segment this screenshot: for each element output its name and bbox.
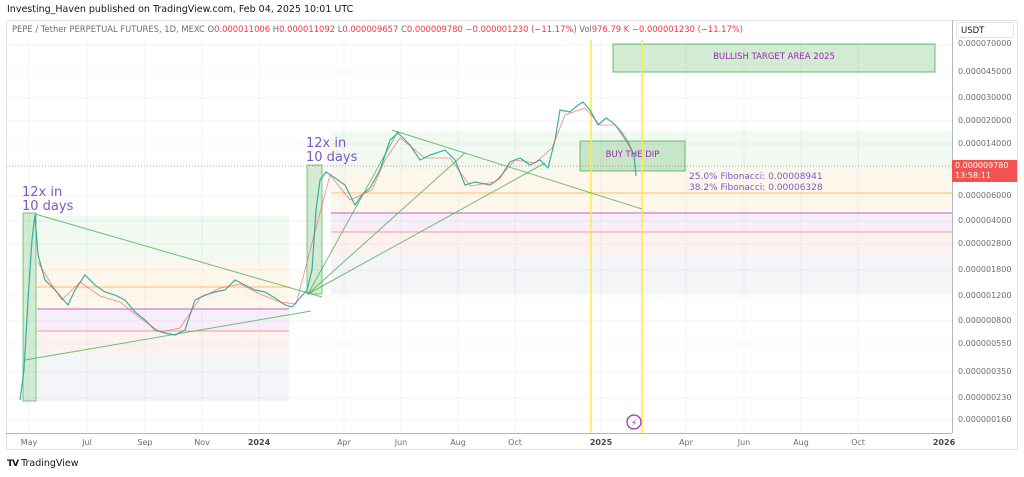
time-axis-border <box>6 433 952 434</box>
price-tick: 0.000000160 <box>958 415 1012 424</box>
svg-text:⚡: ⚡ <box>631 419 637 429</box>
bullish-target-label: BULLISH TARGET AREA 2025 <box>713 52 835 62</box>
price-axis-border <box>952 20 953 433</box>
price-tick: 0.000000350 <box>958 367 1012 376</box>
change-value: −0.000001230 (−11.17%) <box>465 24 577 34</box>
price-tick: 0.000001200 <box>958 291 1012 300</box>
fib-382-label: 38.2% Fibonacci: 0.00006328 <box>689 183 823 193</box>
price-tick: 0.000000550 <box>958 339 1012 348</box>
time-tick: Jun <box>737 438 751 447</box>
time-tick: Nov <box>194 438 210 447</box>
published-line: Investing_Haven published on TradingView… <box>7 4 354 15</box>
time-tick: Aug <box>450 438 466 447</box>
price-tick: 0.000000800 <box>958 316 1012 325</box>
time-tick: 2025 <box>589 438 613 447</box>
price-tick: 0.000070000 <box>958 39 1012 48</box>
price-tick: 0.000030000 <box>958 93 1012 102</box>
time-tick: Oct <box>508 438 522 447</box>
time-tick: Aug <box>793 438 809 447</box>
price-tick: 0.000045000 <box>958 67 1012 76</box>
price-tick: 0.000001800 <box>958 265 1012 274</box>
time-tick: Jun <box>394 438 408 447</box>
tradingview-logo[interactable]: TV TradingView <box>7 458 79 469</box>
price-tick: 0.000014000 <box>958 139 1012 148</box>
time-tick: Oct <box>851 438 865 447</box>
price-tick: 0.000000230 <box>958 393 1012 402</box>
volume-change: −0.000001230 (−11.17%) <box>631 24 744 34</box>
ohlc-legend: PEPE / Tether PERPETUAL FUTURES, 1D, MEX… <box>12 24 744 34</box>
tradingview-mark-icon: TV <box>7 458 19 469</box>
open-value: 0.000011006 <box>214 24 271 34</box>
chart-frame <box>6 20 1018 450</box>
rally2-note: 12x in 10 days <box>306 136 358 165</box>
rally1-note: 12x in 10 days <box>22 185 74 214</box>
price-tick: 0.000004000 <box>958 216 1012 225</box>
time-tick: May <box>20 438 38 447</box>
buy-the-dip-label: BUY THE DIP <box>605 150 660 160</box>
time-tick: 2026 <box>932 438 956 447</box>
time-tick: Apr <box>679 438 693 447</box>
event-lightning-icon[interactable] <box>626 414 642 430</box>
low-value: 0.000009657 <box>342 24 399 34</box>
high-value: 0.000011092 <box>279 24 336 34</box>
time-tick: Sep <box>137 438 153 447</box>
price-tick: 0.000020000 <box>958 116 1012 125</box>
volume-value: 976.79 K <box>591 24 630 34</box>
bar-countdown: 13:58:11 <box>955 171 991 180</box>
time-tick: 2024 <box>247 438 271 447</box>
time-tick: Apr <box>337 438 351 447</box>
price-tick: 0.000002800 <box>958 239 1012 248</box>
current-price-tag: 0.000009780 13:58:11 <box>952 160 1017 182</box>
fib-25-label: 25.0% Fibonacci: 0.00008941 <box>689 172 823 182</box>
close-value: 0.000009780 <box>406 24 463 34</box>
time-tick: Jul <box>82 438 92 447</box>
symbol-title[interactable]: PEPE / Tether PERPETUAL FUTURES, 1D, MEX… <box>12 24 205 34</box>
currency-selector[interactable]: USDT <box>956 22 1014 38</box>
price-tick: 0.000006000 <box>958 191 1012 200</box>
